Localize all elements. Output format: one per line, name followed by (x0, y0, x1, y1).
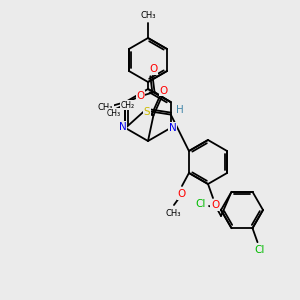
Text: O: O (136, 91, 145, 101)
Text: O: O (159, 85, 167, 96)
Text: CH₃: CH₃ (98, 103, 113, 112)
Text: H: H (176, 105, 184, 115)
Text: O: O (149, 64, 158, 74)
Text: Cl: Cl (254, 245, 265, 255)
Text: O: O (211, 200, 219, 210)
Text: N: N (169, 123, 176, 133)
Text: N: N (118, 122, 126, 132)
Text: Cl: Cl (196, 199, 206, 209)
Text: S: S (143, 106, 150, 117)
Text: CH₃: CH₃ (106, 109, 121, 118)
Text: CH₃: CH₃ (165, 208, 181, 217)
Text: CH₂: CH₂ (121, 100, 135, 109)
Text: O: O (178, 189, 186, 199)
Text: CH₃: CH₃ (140, 11, 156, 20)
